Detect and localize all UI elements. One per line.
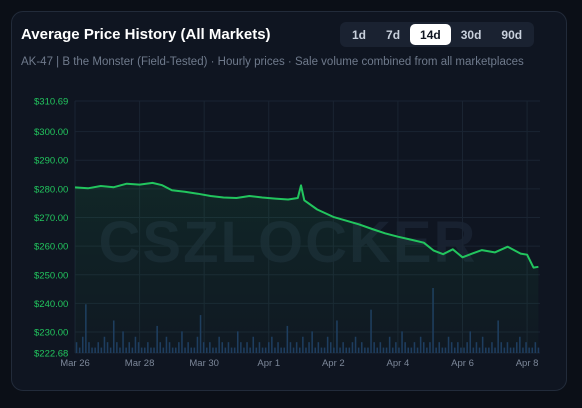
x-tick-label: Apr 8	[516, 358, 539, 369]
range-button-30d[interactable]: 30d	[460, 27, 482, 42]
range-button-1d[interactable]: 1d	[352, 27, 367, 42]
range-button-90d[interactable]: 90d	[501, 27, 523, 42]
y-tick-label: $290.00	[34, 156, 68, 167]
chart-subtitle: AK-47 | B the Monster (Field-Tested) · H…	[21, 56, 524, 68]
x-tick-label: Mar 30	[189, 358, 219, 369]
x-tick-label: Apr 6	[451, 358, 474, 369]
y-tick-label: $230.00	[34, 328, 68, 339]
price-line	[74, 181, 539, 269]
time-range-selector: 1d 7d 14d 30d 90d	[340, 22, 535, 47]
y-tick-label: $300.00	[34, 127, 68, 138]
y-tick-label: $240.00	[34, 299, 68, 310]
x-tick-label: Apr 2	[322, 358, 345, 369]
chart-title: Average Price History (All Markets)	[21, 26, 271, 43]
y-tick-label: $270.00	[34, 213, 68, 224]
y-tick-label: $310.69	[34, 97, 68, 108]
x-tick-label: Apr 4	[387, 358, 410, 369]
price-area-fill	[75, 182, 539, 353]
y-tick-label: $250.00	[34, 270, 68, 281]
range-button-14d[interactable]: 14d	[410, 24, 451, 45]
y-tick-label: $260.00	[34, 242, 68, 253]
x-tick-label: Mar 26	[60, 358, 90, 369]
range-button-7d[interactable]: 7d	[386, 27, 401, 42]
y-tick-label: $280.00	[34, 184, 68, 195]
y-tick-label: $222.68	[34, 349, 68, 360]
x-axis-ticks: Mar 26 Mar 28 Mar 30 Apr 1 Apr 2 Apr 4 Apr 6 Ap…	[60, 358, 538, 369]
x-tick-label: Mar 28	[125, 358, 155, 369]
y-axis-ticks: $310.69 $300.00 $290.00 $280.00 $270.00 $260.…	[34, 97, 68, 360]
volume-bar	[537, 347, 540, 353]
x-tick-label: Apr 1	[257, 358, 280, 369]
